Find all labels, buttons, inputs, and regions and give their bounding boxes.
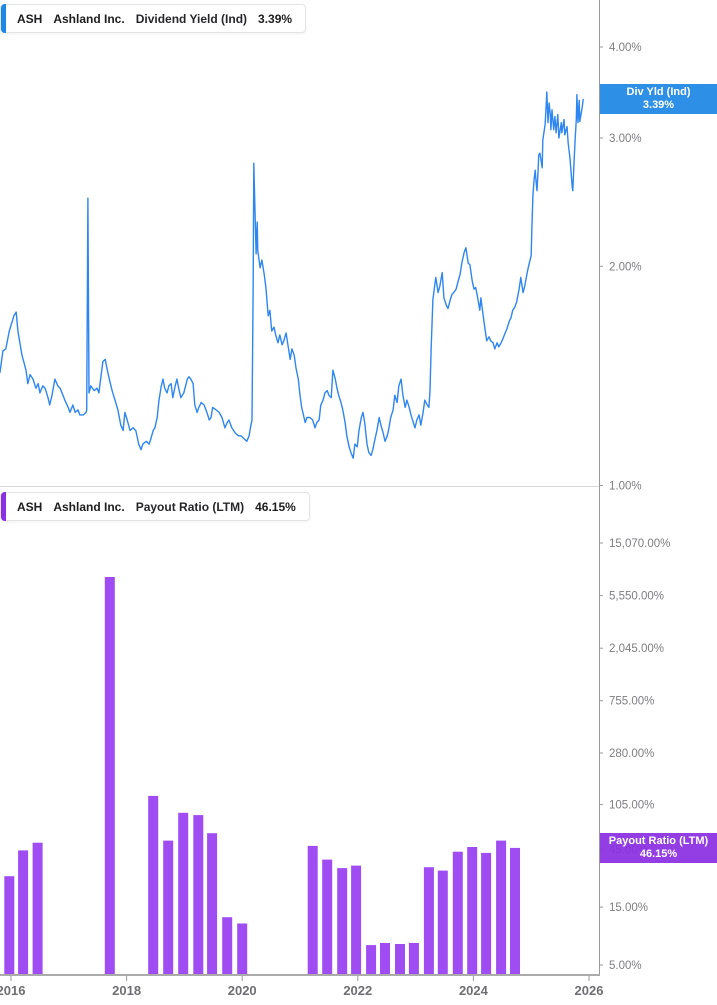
payout-ratio-bar — [510, 847, 520, 975]
payout-ratio-bar — [496, 840, 507, 975]
payout-ratio-bar — [452, 851, 463, 975]
payout-ratio-bar — [163, 840, 174, 975]
metric-value: 46.15% — [255, 499, 296, 514]
x-tick-label: 2024 — [459, 983, 489, 998]
x-tick-label: 2026 — [575, 983, 604, 998]
payout-ratio-bar — [351, 865, 362, 975]
y-tick-label: 105.00% — [609, 800, 654, 812]
y-tick-label: 755.00% — [609, 696, 654, 708]
company-name: Ashland Inc. — [53, 499, 125, 514]
y-tick-label: 2.00% — [609, 261, 642, 273]
payout-ratio-bar — [178, 812, 189, 975]
last-value-badge-payout-ratio: Payout Ratio (LTM) 46.15% — [600, 833, 717, 863]
payout-ratio-bar — [337, 868, 348, 975]
payout-ratio-bar — [148, 795, 159, 975]
legend-chip-payout-ratio[interactable]: ASH Ashland Inc. Payout Ratio (LTM) 46.1… — [0, 492, 310, 521]
series-color-accent-purple — [1, 492, 6, 521]
legend-chip-dividend-yield[interactable]: ASH Ashland Inc. Dividend Yield (Ind) 3.… — [0, 4, 307, 33]
x-tick-label: 2018 — [112, 983, 141, 998]
payout-ratio-bar — [408, 943, 419, 975]
badge-series-value: 3.39% — [642, 99, 675, 111]
payout-ratio-bar — [395, 944, 405, 975]
ticker-symbol: ASH — [17, 11, 43, 26]
payout-ratio-bar — [222, 917, 233, 975]
last-value-badge-div-yld: Div Yld (Ind) 3.39% — [600, 84, 717, 114]
metric-name: Payout Ratio (LTM) — [135, 499, 245, 514]
metric-value: 3.39% — [258, 11, 293, 26]
badge-series-value: 46.15% — [639, 848, 678, 860]
y-tick-label: 1.00% — [609, 481, 642, 493]
payout-ratio-bar — [423, 867, 434, 975]
payout-ratio-bar — [18, 850, 29, 975]
y-tick-label: 5,550.00% — [609, 591, 664, 603]
series-color-accent-blue — [1, 4, 6, 33]
x-tick-label: 2022 — [343, 983, 372, 998]
y-tick-label: 15.00% — [609, 902, 648, 914]
payout-ratio-bar — [481, 852, 492, 975]
y-tick-label: 280.00% — [609, 748, 654, 760]
payout-ratio-bar — [467, 847, 478, 975]
company-name: Ashland Inc. — [53, 11, 125, 26]
payout-ratio-bar — [104, 577, 115, 975]
payout-ratio-bar — [193, 815, 204, 975]
y-tick-label: 3.00% — [609, 133, 642, 145]
ticker-symbol: ASH — [17, 499, 43, 514]
badge-series-label: Payout Ratio (LTM) — [608, 835, 709, 847]
payout-ratio-bar — [366, 945, 377, 975]
payout-ratio-bar — [307, 845, 318, 975]
payout-ratio-bar — [380, 943, 390, 975]
payout-ratio-bar — [437, 870, 448, 975]
payout-ratio-bar — [322, 859, 333, 975]
payout-ratio-bar — [4, 876, 15, 975]
payout-ratio-bar — [237, 923, 248, 975]
metric-name: Dividend Yield (Ind) — [135, 11, 248, 26]
dividend-yield-line — [0, 91, 584, 459]
badge-series-label: Div Yld (Ind) — [626, 86, 691, 98]
payout-ratio-bar — [32, 842, 43, 975]
y-tick-label: 2,045.00% — [609, 643, 664, 655]
x-tick-label: 2016 — [0, 983, 25, 998]
x-tick-label: 2020 — [228, 983, 257, 998]
y-tick-label: 4.00% — [609, 42, 642, 54]
y-tick-label: 15,070.00% — [609, 538, 670, 550]
y-tick-label: 5.00% — [609, 960, 642, 972]
payout-ratio-bar — [207, 833, 218, 975]
